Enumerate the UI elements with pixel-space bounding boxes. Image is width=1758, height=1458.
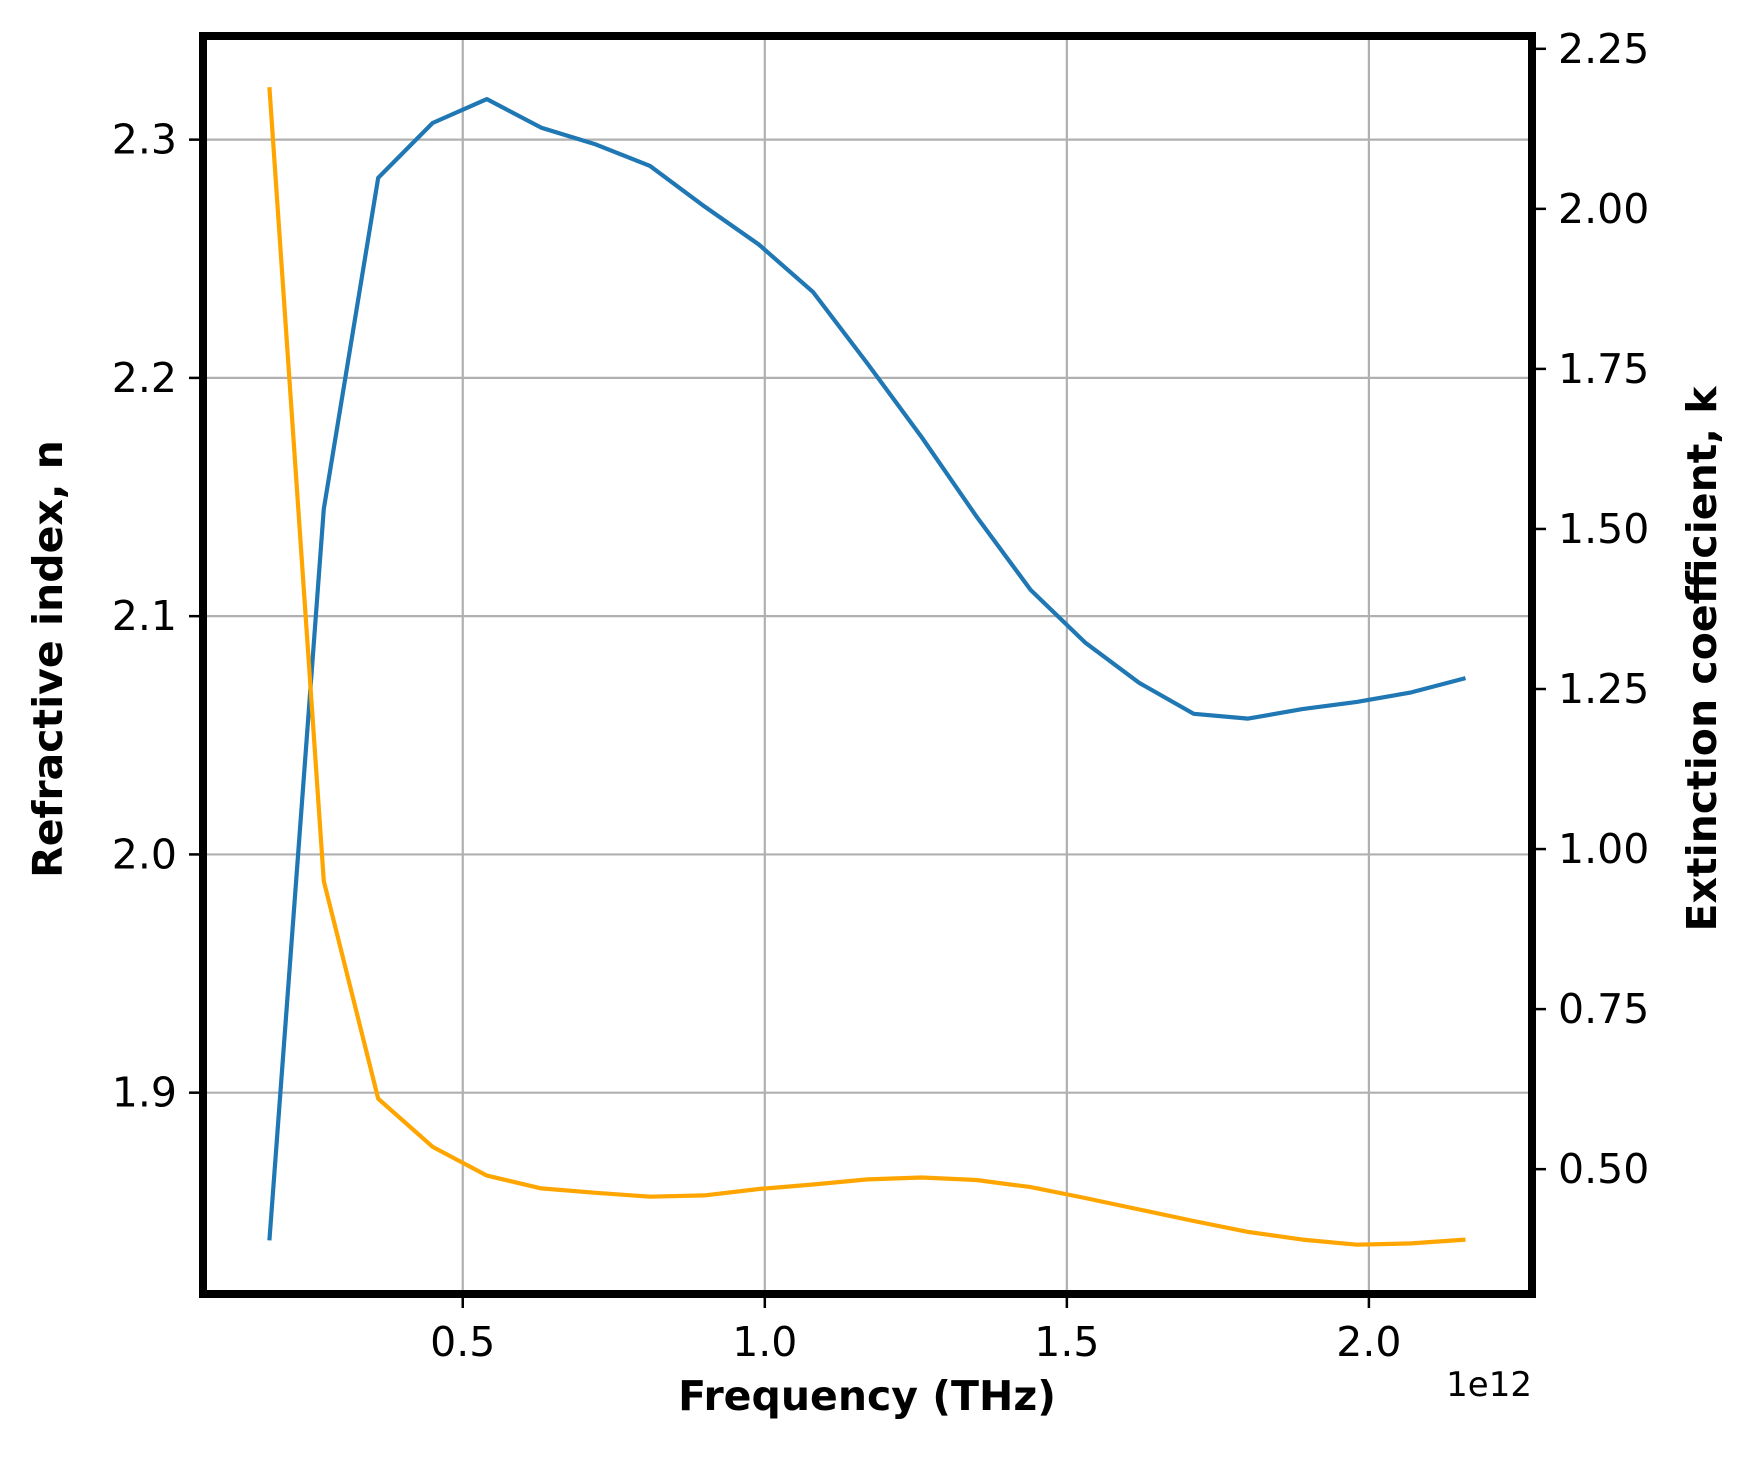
x-tick-label: 2.0 bbox=[1336, 1318, 1401, 1366]
plot-frame bbox=[199, 32, 1536, 1298]
y-tick-label-right: 1.25 bbox=[1558, 665, 1649, 713]
x-axis-label: Frequency (THz) bbox=[678, 1372, 1056, 1420]
y-tick-label-left: 1.9 bbox=[112, 1069, 177, 1117]
y-tick-label-right: 0.50 bbox=[1558, 1145, 1649, 1193]
y-tick-label-right: 0.75 bbox=[1558, 985, 1649, 1033]
y-tick-label-right: 1.75 bbox=[1558, 345, 1649, 393]
y-tick-label-right: 1.00 bbox=[1558, 825, 1649, 873]
y-tick-label-left: 2.2 bbox=[112, 354, 177, 402]
frame-layer bbox=[199, 32, 1536, 1298]
y-tick-label-right: 2.00 bbox=[1558, 185, 1649, 233]
y-axis-label-right: Extinction coefficient, k bbox=[1678, 385, 1726, 932]
x-axis-offset-label: 1e12 bbox=[1446, 1365, 1532, 1405]
y-tick-label-right: 2.25 bbox=[1558, 25, 1649, 73]
y-axis-label-left: Refractive index, n bbox=[24, 440, 72, 878]
y-tick-label-right: 1.50 bbox=[1558, 505, 1649, 553]
series-layer bbox=[267, 87, 1467, 1247]
y-tick-label-left: 2.3 bbox=[112, 116, 177, 164]
grid-layer bbox=[203, 36, 1532, 1294]
y-tick-label-left: 2.1 bbox=[112, 592, 177, 640]
tick-layer: 0.5 1.0 1.5 2.0 1.9 2.0 2.1 2.2 2.3 0.50 0.75 1.00 1… bbox=[112, 25, 1650, 1366]
series-line-refractive bbox=[267, 96, 1467, 1241]
x-tick-label: 1.5 bbox=[1034, 1318, 1099, 1366]
x-tick-label: 1.0 bbox=[732, 1318, 797, 1366]
series-line-extinction bbox=[267, 87, 1466, 1247]
y-tick-label-left: 2.0 bbox=[112, 830, 177, 878]
x-tick-label: 0.5 bbox=[430, 1318, 495, 1366]
